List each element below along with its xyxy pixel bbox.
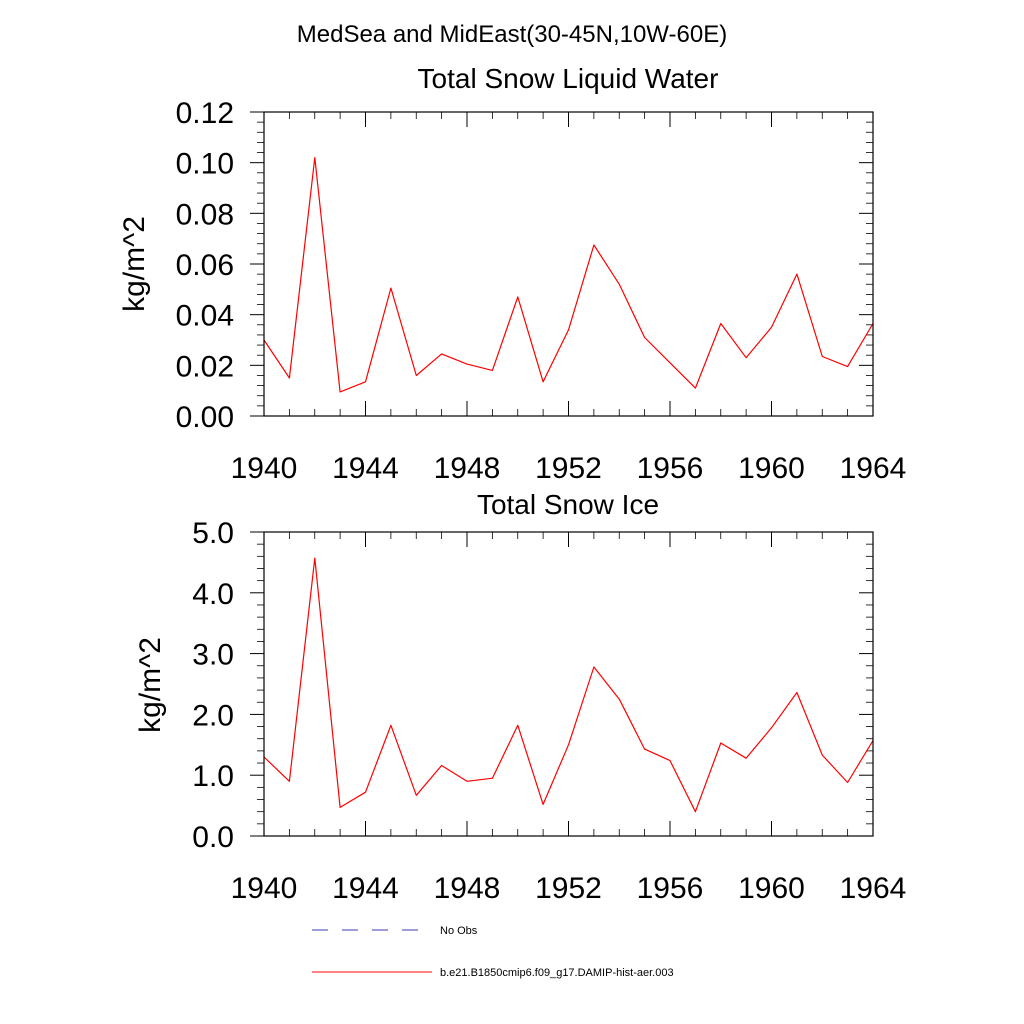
y-tick-label: 1.0	[192, 760, 234, 793]
x-tick-label: 1956	[637, 452, 704, 485]
x-tick-label: 1952	[535, 872, 602, 905]
series-line	[263, 557, 874, 813]
x-tick-label: 1940	[231, 452, 298, 485]
plot-frame	[263, 111, 874, 417]
x-tick-label: 1960	[738, 452, 805, 485]
y-tick-label: 0.12	[176, 97, 234, 130]
y-tick-label: 0.08	[176, 198, 234, 231]
y-axis-label: kg/m^2	[118, 216, 151, 312]
y-tick-label: 3.0	[192, 639, 234, 672]
y-tick-label: 2.0	[192, 699, 234, 732]
tick-labels: 1940 1944 1948 1952 1956 1960 1964 0.00 0.02 0.04…	[176, 97, 907, 485]
tick-labels: 1940 1944 1948 1952 1956 1960 1964 0.0 1.0 2.0 3.0…	[192, 517, 906, 905]
axis-ticks	[250, 531, 874, 837]
x-tick-label: 1948	[434, 872, 501, 905]
axis-ticks	[250, 111, 874, 417]
series-line	[263, 157, 874, 393]
legend: No Obs b.e21.B1850cmip6.f09_g17.DAMIP-hi…	[312, 925, 674, 979]
panel-title: Total Snow Liquid Water	[418, 63, 719, 94]
legend-label-model: b.e21.B1850cmip6.f09_g17.DAMIP-hist-aer.…	[440, 967, 674, 979]
x-tick-label: 1948	[434, 452, 501, 485]
x-tick-label: 1940	[231, 872, 298, 905]
panel-snow-liquid-water: Total Snow Liquid Water kg/m^2 1940 1944 1…	[118, 63, 906, 485]
y-tick-label: 0.06	[176, 249, 234, 282]
x-tick-label: 1964	[840, 872, 907, 905]
panel-title: Total Snow Ice	[477, 489, 659, 520]
x-tick-label: 1956	[637, 872, 704, 905]
y-tick-label: 5.0	[192, 517, 234, 550]
x-tick-label: 1944	[332, 452, 399, 485]
legend-label-no-obs: No Obs	[440, 925, 478, 937]
x-tick-label: 1952	[535, 452, 602, 485]
y-tick-label: 4.0	[192, 578, 234, 611]
y-tick-label: 0.00	[176, 401, 234, 434]
y-tick-label: 0.04	[176, 300, 234, 333]
y-axis-label: kg/m^2	[134, 637, 167, 733]
y-tick-label: 0.0	[192, 821, 234, 854]
y-tick-label: 0.02	[176, 350, 234, 383]
x-tick-label: 1944	[332, 872, 399, 905]
series-lines	[263, 157, 874, 393]
figure-title: MedSea and MidEast(30-45N,10W-60E)	[297, 21, 727, 48]
panel-snow-ice: Total Snow Ice kg/m^2 1940 1944 1948 1952 19…	[134, 489, 906, 905]
x-tick-label: 1960	[738, 872, 805, 905]
series-lines	[263, 557, 874, 813]
y-tick-label: 0.10	[176, 148, 234, 181]
x-tick-label: 1964	[840, 452, 907, 485]
plot-frame	[263, 531, 874, 837]
